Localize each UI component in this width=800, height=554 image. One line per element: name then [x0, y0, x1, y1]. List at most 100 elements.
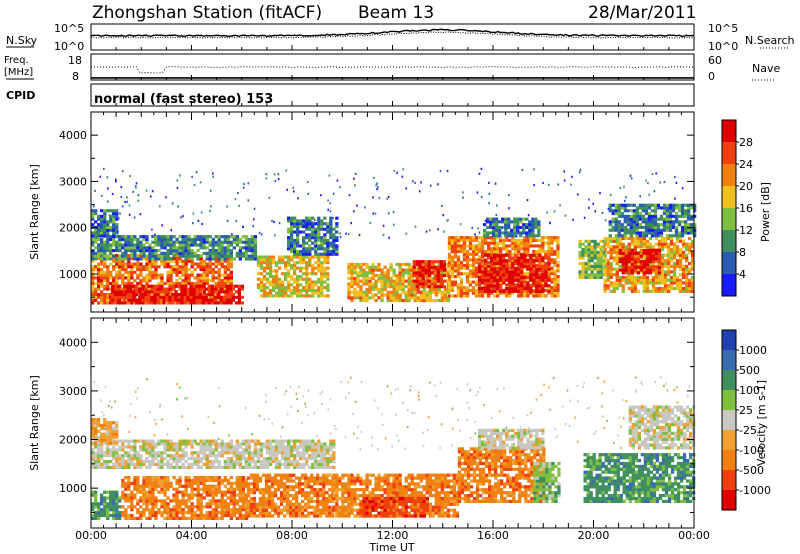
echo-cell: [181, 508, 185, 512]
echo-cell: [516, 225, 520, 229]
echo-cell: [635, 209, 639, 213]
echo-cell: [184, 279, 188, 283]
echo-cell: [465, 244, 470, 248]
echo-cell: [395, 293, 399, 297]
echo-cell: [487, 264, 491, 268]
echo-cell: [517, 289, 521, 293]
echo-cell: [371, 262, 375, 266]
echo-cell: [106, 265, 110, 269]
echo-cell: [118, 499, 122, 503]
echo-cell: [663, 278, 668, 282]
echo-cell: [525, 234, 529, 238]
echo-cell: [493, 284, 497, 288]
echo-cell: [537, 234, 541, 238]
echo-cell: [237, 192, 239, 195]
echo-cell: [211, 276, 215, 280]
echo-cell: [405, 187, 408, 190]
echo-cell: [118, 511, 122, 515]
echo-cell: [493, 263, 497, 267]
echo-cell: [133, 301, 137, 305]
echo-cell: [115, 235, 119, 239]
echo-cell: [106, 200, 109, 203]
echo-cell: [244, 246, 249, 250]
echo-cell: [487, 287, 491, 291]
echo-cell: [604, 219, 607, 222]
echo-cell: [130, 481, 134, 485]
echo-cell: [178, 276, 182, 280]
echo-cell: [532, 264, 536, 268]
echo-cell: [154, 240, 158, 244]
echo-cell: [175, 513, 179, 518]
echo-cell: [290, 241, 294, 245]
echo-cell: [459, 288, 464, 292]
echo-cell: [374, 287, 378, 291]
echo-cell: [433, 265, 437, 269]
echo-cell: [674, 203, 679, 207]
colorbar-tick-label: 28: [739, 136, 753, 149]
echo-cell: [199, 256, 203, 260]
echo-cell: [484, 267, 488, 271]
echo-cell: [302, 247, 306, 251]
echo-cell: [630, 278, 634, 282]
echo-cell: [496, 255, 500, 259]
echo-cell: [392, 271, 396, 275]
echo-cell: [265, 277, 270, 281]
echo-cell: [177, 295, 181, 299]
echo-cell: [511, 262, 515, 266]
echo-cell: [136, 487, 140, 491]
echo-cell: [612, 281, 616, 285]
echo-cell: [129, 174, 131, 178]
echo-cell: [214, 249, 218, 253]
echo-cell: [100, 259, 104, 263]
echo-cell: [386, 279, 390, 283]
echo-cell: [166, 508, 170, 512]
echo-cell: [183, 298, 187, 302]
echo-cell: [377, 268, 381, 272]
echo-cell: [584, 248, 588, 252]
echo-cell: [477, 272, 482, 276]
echo-cell: [468, 241, 473, 245]
echo-cell: [115, 254, 119, 258]
echo-cell: [115, 270, 119, 274]
echo-cell: [277, 291, 282, 295]
echo-cell: [211, 251, 215, 255]
echo-cell: [653, 220, 658, 224]
echo-cell: [505, 287, 509, 291]
echo-cell: [666, 287, 671, 291]
echo-cell: [358, 233, 361, 237]
echo-cell: [495, 225, 499, 229]
echo-cell: [636, 267, 640, 271]
echo-cell: [154, 265, 158, 269]
echo-cell: [145, 484, 149, 488]
echo-cell: [650, 220, 655, 224]
echo-cell: [220, 265, 224, 269]
echo-cell: [615, 287, 619, 291]
echo-cell: [474, 291, 479, 295]
echo-cell: [685, 248, 689, 252]
echo-cell: [308, 280, 312, 284]
echo-cell: [296, 255, 300, 259]
echo-cell: [175, 268, 179, 272]
echo-cell: [639, 265, 643, 269]
echo-cell: [175, 256, 179, 260]
echo-cell: [657, 254, 662, 258]
echo-cell: [395, 290, 399, 294]
echo-cell: [290, 238, 294, 242]
echo-cell: [229, 251, 233, 255]
echo-cell: [494, 182, 497, 185]
echo-cell: [541, 287, 545, 291]
echo-cell: [320, 294, 324, 298]
echo-cell: [456, 272, 461, 276]
echo-cell: [693, 231, 697, 235]
echo-cell: [148, 243, 152, 247]
echo-cell: [332, 252, 336, 256]
echo-cell: [471, 258, 476, 262]
echo-cell: [421, 271, 425, 275]
echo-cell: [456, 247, 461, 251]
echo-cell: [308, 272, 312, 276]
echo-cell: [97, 505, 101, 509]
echo-cell: [94, 293, 98, 297]
echo-cell: [253, 240, 258, 244]
echo-cell: [418, 279, 422, 283]
echo-cell: [154, 496, 158, 500]
